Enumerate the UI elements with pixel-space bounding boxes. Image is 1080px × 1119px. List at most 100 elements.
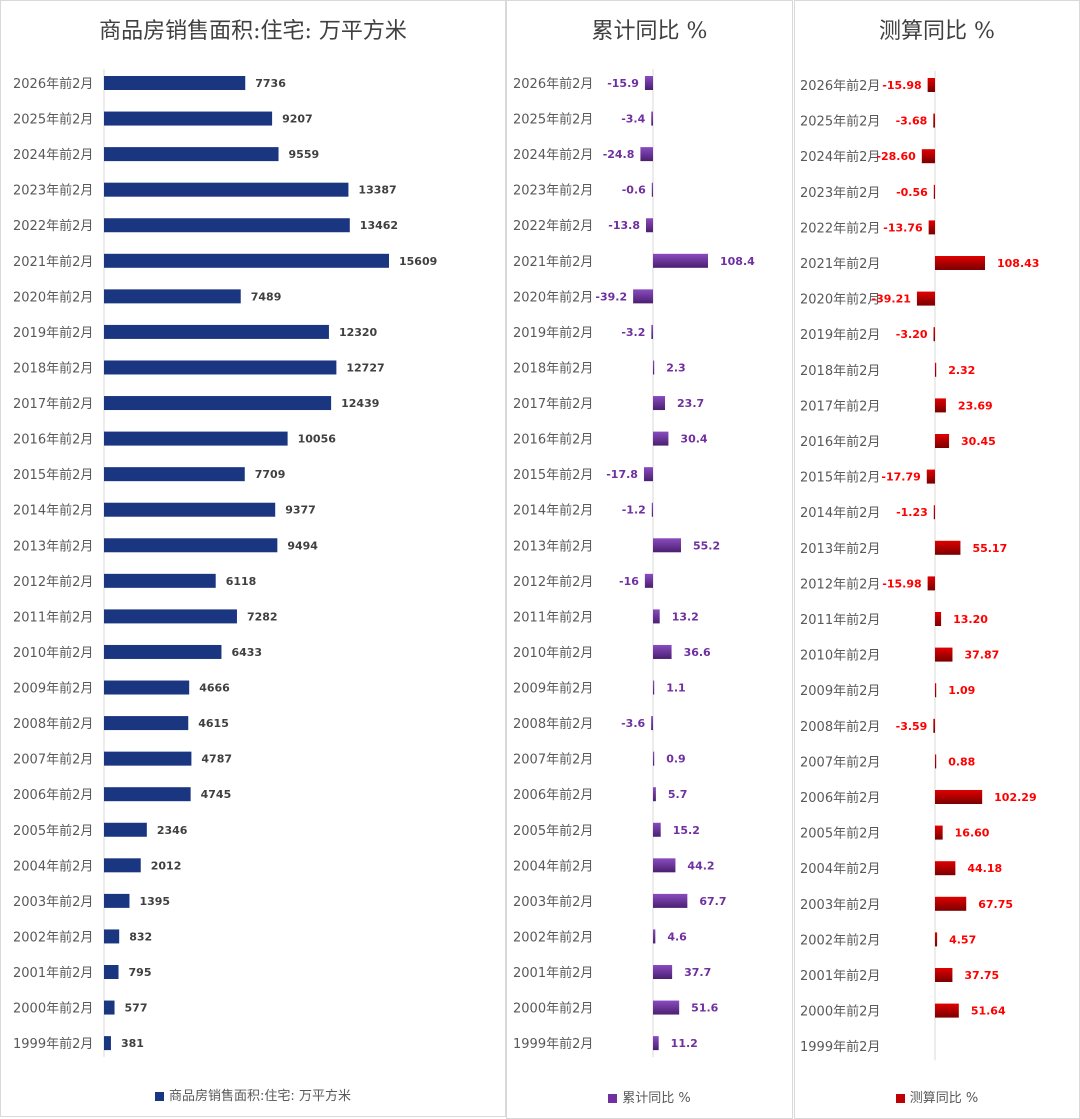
bar <box>933 184 935 199</box>
bar <box>104 538 278 553</box>
bar <box>653 751 655 766</box>
category-label: 2006年前2月 <box>800 790 880 806</box>
data-label: 577 <box>125 1002 148 1015</box>
data-label: 1395 <box>139 895 170 908</box>
data-label: 44.18 <box>967 862 1002 875</box>
data-label: 13387 <box>358 184 396 197</box>
bar <box>935 790 983 804</box>
data-label: 108.43 <box>997 257 1039 270</box>
legend-label: 测算同比 % <box>909 1091 979 1106</box>
category-label: 2018年前2月 <box>13 360 93 376</box>
bar <box>104 787 191 802</box>
bar <box>653 360 655 375</box>
category-label: 2016年前2月 <box>513 432 593 448</box>
category-label: 2025年前2月 <box>13 112 93 128</box>
data-label: 23.7 <box>677 397 704 410</box>
bar <box>640 147 653 162</box>
bar <box>104 751 192 766</box>
category-label: 2020年前2月 <box>13 289 93 305</box>
data-label: 6118 <box>226 575 257 588</box>
category-label: 2000年前2月 <box>800 1004 880 1020</box>
bar <box>935 754 937 769</box>
data-label: 13.20 <box>953 613 988 626</box>
data-label: 12727 <box>346 361 384 374</box>
data-label: 0.88 <box>948 755 975 768</box>
category-label: 2023年前2月 <box>513 183 593 199</box>
data-label: 12320 <box>339 326 378 339</box>
category-label: 2013年前2月 <box>513 538 593 554</box>
bar <box>104 111 273 126</box>
category-label: 2008年前2月 <box>800 719 880 735</box>
bar <box>104 716 189 731</box>
panel-calculated-yoy: 测算同比 % 2026年前2月 -15.98 2025年前2月 -3.68 2024年前… <box>794 0 1080 1119</box>
bar <box>104 289 241 304</box>
category-label: 2015年前2月 <box>800 470 880 486</box>
category-label: 2006年前2月 <box>13 787 93 803</box>
bar <box>653 929 656 944</box>
bar <box>104 218 350 233</box>
data-label: 13.2 <box>672 610 699 623</box>
bar <box>935 932 938 947</box>
data-label: 7736 <box>255 77 286 90</box>
category-label: 2011年前2月 <box>13 609 93 625</box>
category-label: 2021年前2月 <box>13 254 93 270</box>
panel-cumulative-yoy: 累计同比 % 2026年前2月 -15.9 2025年前2月 -3.4 2024年前2月… <box>506 0 793 1119</box>
data-label: 44.2 <box>687 859 714 872</box>
data-label: -3.68 <box>896 115 928 128</box>
bar <box>653 680 655 695</box>
bar <box>104 680 190 695</box>
bar <box>104 858 141 873</box>
data-label: -13.8 <box>608 219 640 232</box>
data-label: -1.23 <box>896 506 928 519</box>
category-label: 2016年前2月 <box>800 434 880 450</box>
data-label: 37.87 <box>964 649 999 662</box>
bar <box>104 253 389 268</box>
bar <box>651 502 653 517</box>
category-label: 2001年前2月 <box>800 968 880 984</box>
data-label: 30.45 <box>961 435 996 448</box>
bar <box>651 111 653 126</box>
bar <box>104 324 329 339</box>
category-label: 2014年前2月 <box>800 505 880 521</box>
category-label: 1999年前2月 <box>513 1036 593 1052</box>
data-label: 102.29 <box>994 791 1036 804</box>
bar <box>935 825 943 840</box>
data-label: 12439 <box>341 397 379 410</box>
data-label: -39.2 <box>595 290 627 303</box>
data-label: 2.32 <box>948 364 975 377</box>
bar <box>644 76 653 90</box>
category-label: 2009年前2月 <box>13 681 93 697</box>
data-label: 9559 <box>289 148 320 161</box>
category-label: 2023年前2月 <box>13 183 93 199</box>
category-label: 2019年前2月 <box>513 325 593 341</box>
bar <box>921 149 935 164</box>
data-label: 37.75 <box>964 969 999 982</box>
bar <box>104 502 276 517</box>
category-label: 2016年前2月 <box>13 432 93 448</box>
category-label: 2011年前2月 <box>800 612 880 628</box>
data-label: 2.3 <box>666 361 686 374</box>
data-label: 30.4 <box>680 433 707 446</box>
category-label: 2002年前2月 <box>513 929 593 945</box>
category-label: 2000年前2月 <box>13 1001 93 1017</box>
bar <box>644 573 653 588</box>
data-label: 2012 <box>151 859 182 872</box>
data-label: 55.2 <box>693 539 720 552</box>
category-label: 2025年前2月 <box>800 114 880 130</box>
data-label: -13.76 <box>883 221 923 234</box>
category-label: 2024年前2月 <box>13 147 93 163</box>
data-label: -1.2 <box>622 504 646 517</box>
category-label: 2008年前2月 <box>13 716 93 732</box>
data-label: 4745 <box>201 788 232 801</box>
legend: 累计同比 % <box>507 1087 792 1106</box>
category-label: 2022年前2月 <box>513 218 593 234</box>
bar <box>935 1003 959 1018</box>
data-label: 4787 <box>201 753 232 766</box>
bar <box>104 1000 115 1015</box>
bar <box>927 576 935 591</box>
bar <box>935 861 956 876</box>
category-label: 2012年前2月 <box>513 574 593 590</box>
data-label: 4.57 <box>949 933 976 946</box>
category-label: 2013年前2月 <box>13 538 93 554</box>
